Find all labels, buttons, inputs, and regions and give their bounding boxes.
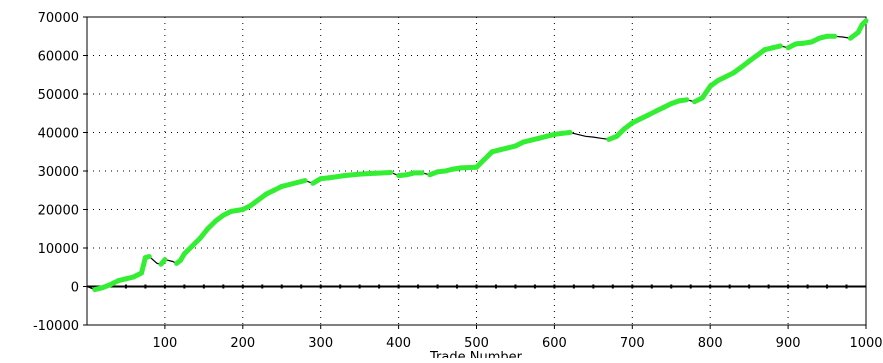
equity-high-segment (372, 170, 394, 176)
equity-high-segment (139, 255, 148, 276)
axes-layer (83, 16, 867, 329)
y-tick-label: 10000 (38, 242, 79, 257)
x-tick-label: 200 (230, 336, 255, 351)
equity-high-segment (676, 97, 690, 104)
x-tick-label: 500 (464, 336, 489, 351)
y-tick-label: 40000 (38, 127, 79, 142)
x-tick-label: 1000 (849, 336, 882, 351)
equity-high-segment (142, 254, 152, 261)
x-tick-label: 700 (620, 336, 645, 351)
y-tick-label: 20000 (38, 204, 79, 219)
y-tick-label: -10000 (33, 319, 79, 334)
equity-high-segment (357, 170, 378, 177)
series-layer (86, 18, 869, 293)
x-axis-label: Trade Number (429, 350, 523, 358)
label-layer: -10000 0 10000 20000 30000 40000 50000 60000 700… (33, 11, 883, 351)
equity-high-segment (341, 171, 363, 179)
x-tick-label: 800 (698, 336, 723, 351)
equity-high-segment (770, 43, 783, 51)
y-tick-label: 0 (71, 281, 79, 296)
equity-high-segment (859, 18, 869, 28)
equity-high-segment (294, 178, 308, 185)
x-tick-label: 300 (308, 336, 333, 351)
equity-high-segment (559, 130, 573, 136)
equity-high-segment (458, 164, 479, 171)
y-tick-label: 60000 (38, 50, 79, 65)
x-tick-label: 600 (542, 336, 567, 351)
y-tick-label: 70000 (38, 11, 79, 26)
x-tick-label: 100 (152, 336, 177, 351)
x-tick-label: 900 (776, 336, 801, 351)
y-tick-label: 30000 (38, 165, 79, 180)
y-tick-label: 50000 (38, 88, 79, 103)
x-tick-label: 400 (386, 336, 411, 351)
equity-high-segment (158, 257, 168, 267)
